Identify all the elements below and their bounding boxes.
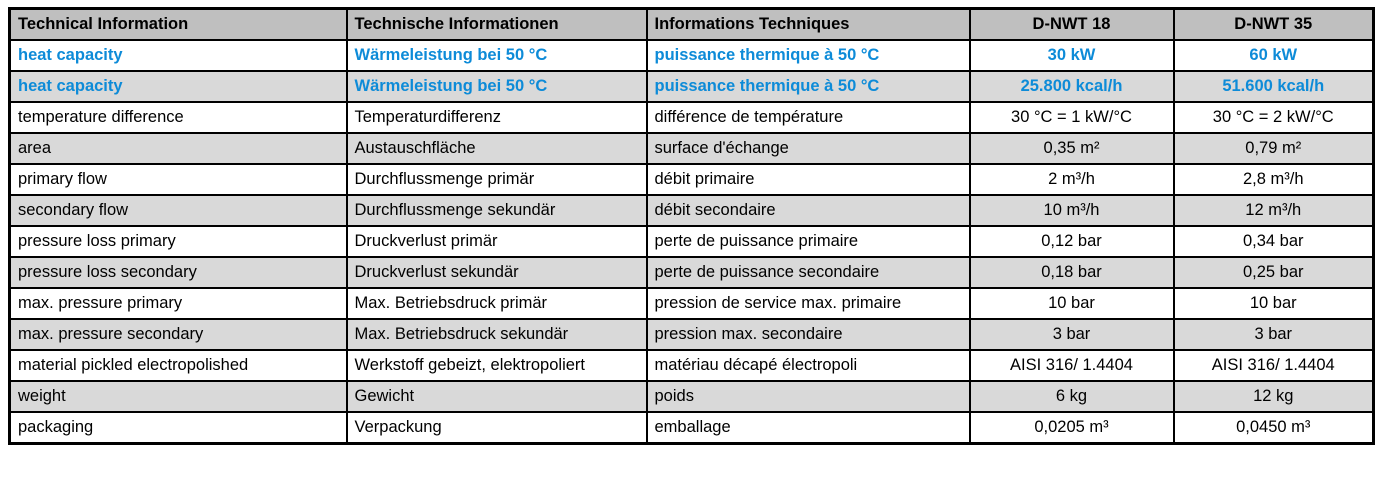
table-row: material pickled electropolished Werkstof…	[8, 349, 1375, 382]
cell-fr: surface d'échange	[645, 132, 971, 165]
cell-en: max. pressure secondary	[8, 318, 348, 351]
cell-nwt18: 0,18 bar	[968, 256, 1175, 289]
cell-nwt35: 0,25 bar	[1172, 256, 1375, 289]
table-row: area Austauschfläche surface d'échange 0,35…	[8, 132, 1375, 165]
cell-nwt18: 3 bar	[968, 318, 1175, 351]
table-row: weight Gewicht poids 6 kg 12 kg	[8, 380, 1375, 413]
cell-de: Durchflussmenge sekundär	[345, 194, 648, 227]
cell-de: Druckverlust primär	[345, 225, 648, 258]
cell-fr: emballage	[645, 411, 971, 445]
cell-fr: différence de température	[645, 101, 971, 134]
table-row: packaging Verpackung emballage 0,0205 m³ 0,0…	[8, 411, 1375, 445]
cell-de: Durchflussmenge primär	[345, 163, 648, 196]
cell-nwt35: 30 °C = 2 kW/°C	[1172, 101, 1375, 134]
cell-en: heat capacity	[8, 39, 348, 72]
cell-nwt18: 10 m³/h	[968, 194, 1175, 227]
cell-en: temperature difference	[8, 101, 348, 134]
cell-fr: puissance thermique à 50 °C	[645, 70, 971, 103]
cell-nwt18: 30 kW	[968, 39, 1175, 72]
cell-de: Max. Betriebsdruck sekundär	[345, 318, 648, 351]
cell-nwt18: 0,0205 m³	[968, 411, 1175, 445]
column-header: D-NWT 18	[968, 7, 1175, 41]
table-row: temperature difference Temperaturdifferen…	[8, 101, 1375, 134]
table-row: pressure loss primary Druckverlust primär…	[8, 225, 1375, 258]
cell-nwt18: 10 bar	[968, 287, 1175, 320]
cell-fr: débit primaire	[645, 163, 971, 196]
table-row: heat capacity Wärmeleistung bei 50 °C puis…	[8, 39, 1375, 72]
cell-de: Max. Betriebsdruck primär	[345, 287, 648, 320]
cell-en: packaging	[8, 411, 348, 445]
table-row: heat capacity Wärmeleistung bei 50 °C puis…	[8, 70, 1375, 103]
cell-fr: pression de service max. primaire	[645, 287, 971, 320]
cell-nwt18: 0,12 bar	[968, 225, 1175, 258]
cell-en: heat capacity	[8, 70, 348, 103]
table-header-row: Technical Information Technische Informat…	[8, 7, 1375, 41]
cell-nwt35: 12 m³/h	[1172, 194, 1375, 227]
cell-fr: poids	[645, 380, 971, 413]
datasheet-page: Technical Information Technische Informat…	[0, 7, 1378, 484]
cell-nwt35: 60 kW	[1172, 39, 1375, 72]
cell-nwt18: 30 °C = 1 kW/°C	[968, 101, 1175, 134]
cell-nwt18: 0,35 m²	[968, 132, 1175, 165]
column-header: Technical Information	[8, 7, 348, 41]
column-header: D-NWT 35	[1172, 7, 1375, 41]
cell-en: material pickled electropolished	[8, 349, 348, 382]
cell-en: pressure loss primary	[8, 225, 348, 258]
cell-en: pressure loss secondary	[8, 256, 348, 289]
technical-information-table: Technical Information Technische Informat…	[8, 7, 1375, 445]
cell-de: Temperaturdifferenz	[345, 101, 648, 134]
cell-fr: perte de puissance secondaire	[645, 256, 971, 289]
cell-de: Gewicht	[345, 380, 648, 413]
cell-de: Wärmeleistung bei 50 °C	[345, 39, 648, 72]
cell-en: secondary flow	[8, 194, 348, 227]
table-row: primary flow Durchflussmenge primär débit …	[8, 163, 1375, 196]
cell-fr: perte de puissance primaire	[645, 225, 971, 258]
column-header: Informations Techniques	[645, 7, 971, 41]
cell-nwt35: 0,79 m²	[1172, 132, 1375, 165]
cell-nwt35: AISI 316/ 1.4404	[1172, 349, 1375, 382]
cell-nwt18: AISI 316/ 1.4404	[968, 349, 1175, 382]
cell-de: Wärmeleistung bei 50 °C	[345, 70, 648, 103]
column-header: Technische Informationen	[345, 7, 648, 41]
cell-nwt35: 51.600 kcal/h	[1172, 70, 1375, 103]
cell-nwt35: 10 bar	[1172, 287, 1375, 320]
cell-nwt35: 12 kg	[1172, 380, 1375, 413]
table-row: secondary flow Durchflussmenge sekundär dé…	[8, 194, 1375, 227]
cell-de: Druckverlust sekundär	[345, 256, 648, 289]
cell-fr: puissance thermique à 50 °C	[645, 39, 971, 72]
cell-fr: matériau décapé électropoli	[645, 349, 971, 382]
cell-nwt35: 0,0450 m³	[1172, 411, 1375, 445]
cell-nwt35: 0,34 bar	[1172, 225, 1375, 258]
table-row: max. pressure primary Max. Betriebsdruck …	[8, 287, 1375, 320]
cell-nwt18: 2 m³/h	[968, 163, 1175, 196]
cell-nwt18: 6 kg	[968, 380, 1175, 413]
cell-en: weight	[8, 380, 348, 413]
cell-en: area	[8, 132, 348, 165]
cell-de: Werkstoff gebeizt, elektropoliert	[345, 349, 648, 382]
table-row: max. pressure secondary Max. Betriebsdruc…	[8, 318, 1375, 351]
cell-de: Austauschfläche	[345, 132, 648, 165]
cell-fr: débit secondaire	[645, 194, 971, 227]
cell-fr: pression max. secondaire	[645, 318, 971, 351]
table-row: pressure loss secondary Druckverlust seku…	[8, 256, 1375, 289]
cell-nwt18: 25.800 kcal/h	[968, 70, 1175, 103]
cell-nwt35: 2,8 m³/h	[1172, 163, 1375, 196]
cell-en: primary flow	[8, 163, 348, 196]
cell-de: Verpackung	[345, 411, 648, 445]
cell-nwt35: 3 bar	[1172, 318, 1375, 351]
cell-en: max. pressure primary	[8, 287, 348, 320]
